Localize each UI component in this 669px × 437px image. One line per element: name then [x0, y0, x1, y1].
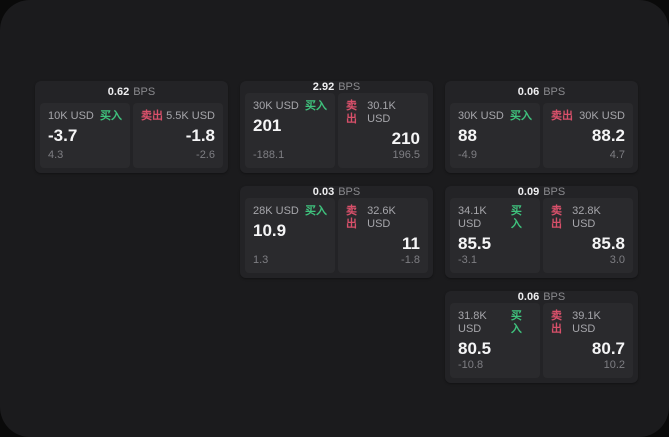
buy-size-label: 28K USD [253, 205, 299, 217]
sell-label: 卖出 [551, 110, 573, 122]
sell-size-label: 32.8K USD [572, 205, 601, 230]
buy-delta: -4.9 [458, 149, 477, 161]
buy-size-label: 30K USD [458, 110, 504, 122]
spread-header: 0.06 BPS [450, 291, 633, 303]
buy-price: 85.5 [458, 234, 492, 253]
buy-label: 买入 [305, 205, 327, 217]
sell-delta: 10.2 [603, 359, 625, 371]
quote-card: 0.62 BPS 10K USD 买入 -3.7 4.3 卖出 5.5K USD [35, 81, 228, 173]
buy-delta: 4.3 [48, 149, 64, 161]
sell-delta: 196.5 [392, 149, 420, 161]
bps-label: BPS [543, 86, 566, 98]
quote-card: 0.06 BPS 31.8K USD 买入 80.5 -10.8 卖出 39.1… [445, 291, 638, 383]
buy-price: 80.5 [458, 339, 492, 358]
spread-header: 0.62 BPS [40, 81, 223, 103]
spread-value: 0.09 [517, 186, 540, 198]
buy-price: 88 [458, 126, 477, 145]
sell-label: 卖出 [551, 205, 562, 230]
buy-size-label: 34.1K USD [458, 205, 487, 230]
buy-label: 买入 [510, 310, 522, 335]
sell-delta: 3.0 [609, 254, 625, 266]
sell-size-label: 39.1K USD [572, 310, 601, 335]
sell-label: 卖出 [551, 310, 562, 335]
buy-size-label: 10K USD [48, 110, 94, 122]
buy-delta: -10.8 [458, 359, 484, 371]
sell-cell[interactable]: 卖出 39.1K USD 80.7 10.2 [543, 303, 633, 378]
spread-header: 2.92 BPS [245, 81, 428, 93]
sell-cell[interactable]: 卖出 30.1K USD 210 196.5 [338, 93, 428, 168]
buy-delta: -188.1 [253, 149, 285, 161]
sell-price: 11 [402, 234, 420, 253]
spread-value: 0.62 [107, 86, 130, 98]
sell-delta: -1.8 [401, 254, 420, 266]
bps-label: BPS [133, 86, 156, 98]
sell-cell[interactable]: 卖出 5.5K USD -1.8 -2.6 [133, 103, 223, 168]
bps-label: BPS [543, 291, 566, 303]
sell-size-label: 30.1K USD [367, 100, 396, 125]
sell-label: 卖出 [346, 100, 357, 125]
sell-size-label: 30K USD [579, 110, 625, 122]
buy-label: 买入 [510, 110, 532, 122]
buy-price: -3.7 [48, 126, 78, 145]
bps-label: BPS [543, 186, 566, 198]
spread-value: 2.92 [312, 81, 335, 93]
buy-size-label: 30K USD [253, 100, 299, 112]
sell-price: 88.2 [591, 126, 625, 145]
quote-card: 0.09 BPS 34.1K USD 买入 85.5 -3.1 卖出 32.8K… [445, 186, 638, 278]
bps-label: BPS [338, 186, 361, 198]
sell-cell[interactable]: 卖出 32.8K USD 85.8 3.0 [543, 198, 633, 273]
bps-label: BPS [338, 81, 361, 93]
spread-header: 0.09 BPS [450, 186, 633, 198]
quote-grid: 0.62 BPS 10K USD 买入 -3.7 4.3 卖出 5.5K USD [35, 81, 638, 383]
sell-price: 210 [391, 129, 420, 148]
spread-value: 0.06 [517, 291, 540, 303]
buy-cell[interactable]: 31.8K USD 买入 80.5 -10.8 [450, 303, 540, 378]
buy-delta: 1.3 [253, 254, 269, 266]
spread-value: 0.03 [312, 186, 335, 198]
buy-cell[interactable]: 34.1K USD 买入 85.5 -3.1 [450, 198, 540, 273]
sell-cell[interactable]: 卖出 30K USD 88.2 4.7 [543, 103, 633, 168]
buy-cell[interactable]: 30K USD 买入 201 -188.1 [245, 93, 335, 168]
buy-cell[interactable]: 28K USD 买入 10.9 1.3 [245, 198, 335, 273]
buy-label: 买入 [510, 205, 522, 230]
buy-price: 10.9 [253, 221, 287, 240]
quote-card: 0.03 BPS 28K USD 买入 10.9 1.3 卖出 32.6K US… [240, 186, 433, 278]
sell-label: 卖出 [141, 110, 163, 122]
quote-card: 2.92 BPS 30K USD 买入 201 -188.1 卖出 30.1K … [240, 81, 433, 173]
sell-delta: 4.7 [609, 149, 625, 161]
buy-delta: -3.1 [458, 254, 477, 266]
buy-price: 201 [253, 116, 282, 135]
buy-cell[interactable]: 10K USD 买入 -3.7 4.3 [40, 103, 130, 168]
sell-delta: -2.6 [196, 149, 215, 161]
buy-size-label: 31.8K USD [458, 310, 487, 335]
spread-value: 0.06 [517, 86, 540, 98]
sell-size-label: 5.5K USD [166, 110, 215, 122]
sell-label: 卖出 [346, 205, 357, 230]
sell-price: -1.8 [185, 126, 215, 145]
quote-card: 0.06 BPS 30K USD 买入 88 -4.9 卖出 30K USD [445, 81, 638, 173]
sell-price: 80.7 [591, 339, 625, 358]
spread-header: 0.06 BPS [450, 81, 633, 103]
sell-price: 85.8 [591, 234, 625, 253]
sell-size-label: 32.6K USD [367, 205, 396, 230]
buy-cell[interactable]: 30K USD 买入 88 -4.9 [450, 103, 540, 168]
spread-header: 0.03 BPS [245, 186, 428, 198]
sell-cell[interactable]: 卖出 32.6K USD 11 -1.8 [338, 198, 428, 273]
buy-label: 买入 [305, 100, 327, 112]
buy-label: 买入 [100, 110, 122, 122]
